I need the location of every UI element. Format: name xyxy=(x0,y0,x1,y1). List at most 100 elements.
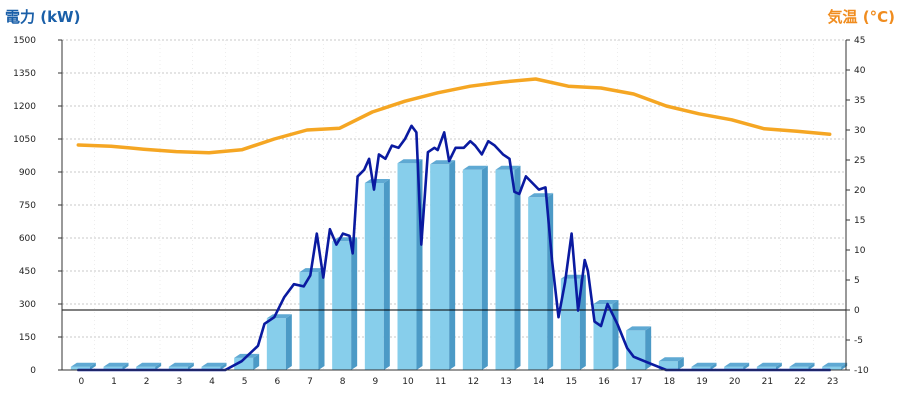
bar-side-0 xyxy=(89,362,96,370)
bar-front-9 xyxy=(364,183,384,370)
bar-top-13 xyxy=(495,165,521,170)
x-tick-label-11: 11 xyxy=(435,377,446,387)
bar-front-1 xyxy=(103,366,123,370)
x-tick-label-4: 4 xyxy=(209,377,215,387)
bar-front-14 xyxy=(528,197,548,370)
bar-front-11 xyxy=(430,164,450,370)
x-tick-label-0: 0 xyxy=(78,377,84,387)
bar-side-3 xyxy=(187,362,194,370)
bar-front-7 xyxy=(299,272,319,370)
x-tick-label-20: 20 xyxy=(729,377,741,387)
bar-front-21 xyxy=(756,366,776,370)
x-tick-label-14: 14 xyxy=(533,377,545,387)
left-tick-label-4: 600 xyxy=(19,234,36,244)
x-tick-label-17: 17 xyxy=(631,377,642,387)
series-lines xyxy=(76,77,832,372)
right-tick-label-0: -10 xyxy=(854,366,869,376)
x-tick-label-6: 6 xyxy=(274,377,280,387)
left-tick-label-3: 450 xyxy=(19,267,36,277)
bar-top-10 xyxy=(397,159,423,164)
bar-top-9 xyxy=(364,179,390,183)
bar-top-3 xyxy=(168,362,194,367)
left-tick-label-10: 1500 xyxy=(13,36,36,46)
bar-front-12 xyxy=(462,169,482,370)
left-tick-label-2: 300 xyxy=(19,300,36,310)
left-tick-label-1: 150 xyxy=(19,333,36,343)
power-bar-5 xyxy=(234,353,260,370)
x-tick-label-16: 16 xyxy=(598,377,610,387)
bar-top-16 xyxy=(593,300,619,304)
bar-front-0 xyxy=(70,366,90,370)
power-bar-13 xyxy=(495,165,521,370)
bar-side-20 xyxy=(743,362,750,370)
bar-side-21 xyxy=(775,362,782,370)
right-tick-label-4: 10 xyxy=(854,246,866,256)
bar-front-13 xyxy=(495,169,515,370)
bar-front-5 xyxy=(234,357,254,370)
bar-top-0 xyxy=(70,362,96,367)
bar-top-18 xyxy=(658,357,684,362)
bar-side-17 xyxy=(645,326,652,370)
bar-side-7 xyxy=(318,268,325,370)
x-tick-label-8: 8 xyxy=(340,377,346,387)
bar-side-16 xyxy=(612,300,619,370)
bar-front-18 xyxy=(658,361,678,370)
x-tick-label-23: 23 xyxy=(827,377,838,387)
bar-top-19 xyxy=(691,362,717,367)
bar-top-1 xyxy=(103,362,129,367)
right-tick-label-1: -5 xyxy=(854,336,863,346)
power-bar-21 xyxy=(756,362,782,370)
bar-side-18 xyxy=(677,357,684,370)
power-line xyxy=(77,124,832,372)
bar-front-2 xyxy=(136,366,156,370)
bar-front-19 xyxy=(691,366,711,370)
bar-top-12 xyxy=(462,165,488,170)
left-tick-label-7: 1050 xyxy=(13,135,36,145)
left-tick-label-5: 750 xyxy=(19,201,36,211)
bar-side-12 xyxy=(481,165,488,370)
power-bar-15 xyxy=(560,274,586,370)
right-tick-label-6: 20 xyxy=(854,186,866,196)
power-bar-22 xyxy=(789,362,815,370)
x-tick-label-9: 9 xyxy=(372,377,378,387)
right-tick-label-2: 0 xyxy=(854,306,860,316)
power-bar-6 xyxy=(266,314,292,370)
bar-top-2 xyxy=(136,362,162,367)
power-bar-18 xyxy=(658,357,684,370)
bar-front-8 xyxy=(332,241,352,370)
power-bar-2 xyxy=(136,362,162,370)
temperature-line xyxy=(76,77,832,155)
left-axis-title: 電力 (kW) xyxy=(5,8,80,26)
left-tick-label-8: 1200 xyxy=(13,102,36,112)
bar-top-23 xyxy=(822,362,848,367)
x-tick-label-15: 15 xyxy=(566,377,577,387)
bar-front-4 xyxy=(201,366,221,370)
x-tick-label-3: 3 xyxy=(176,377,182,387)
left-tick-label-9: 1350 xyxy=(13,69,36,79)
x-tick-label-7: 7 xyxy=(307,377,313,387)
power-bar-8 xyxy=(332,237,358,370)
x-tick-label-5: 5 xyxy=(242,377,248,387)
bar-front-15 xyxy=(560,278,580,370)
bar-side-14 xyxy=(547,193,554,370)
bar-front-3 xyxy=(168,366,188,370)
power-bar-4 xyxy=(201,362,227,370)
x-tick-label-2: 2 xyxy=(144,377,150,387)
bar-front-10 xyxy=(397,163,417,370)
right-axis-title: 気温 (°C) xyxy=(828,8,895,26)
bar-front-20 xyxy=(724,366,744,370)
x-tick-label-10: 10 xyxy=(402,377,414,387)
bar-top-4 xyxy=(201,362,227,367)
right-tick-label-9: 35 xyxy=(854,96,865,106)
x-tick-label-12: 12 xyxy=(468,377,479,387)
power-bar-12 xyxy=(462,165,488,370)
power-bar-19 xyxy=(691,362,717,370)
power-bar-0 xyxy=(70,362,96,370)
bar-side-11 xyxy=(449,160,456,370)
right-tick-label-10: 40 xyxy=(854,66,866,76)
bar-top-20 xyxy=(724,362,750,367)
right-tick-label-3: 5 xyxy=(854,276,860,286)
bar-side-5 xyxy=(253,353,260,370)
right-tick-label-11: 45 xyxy=(854,36,865,46)
